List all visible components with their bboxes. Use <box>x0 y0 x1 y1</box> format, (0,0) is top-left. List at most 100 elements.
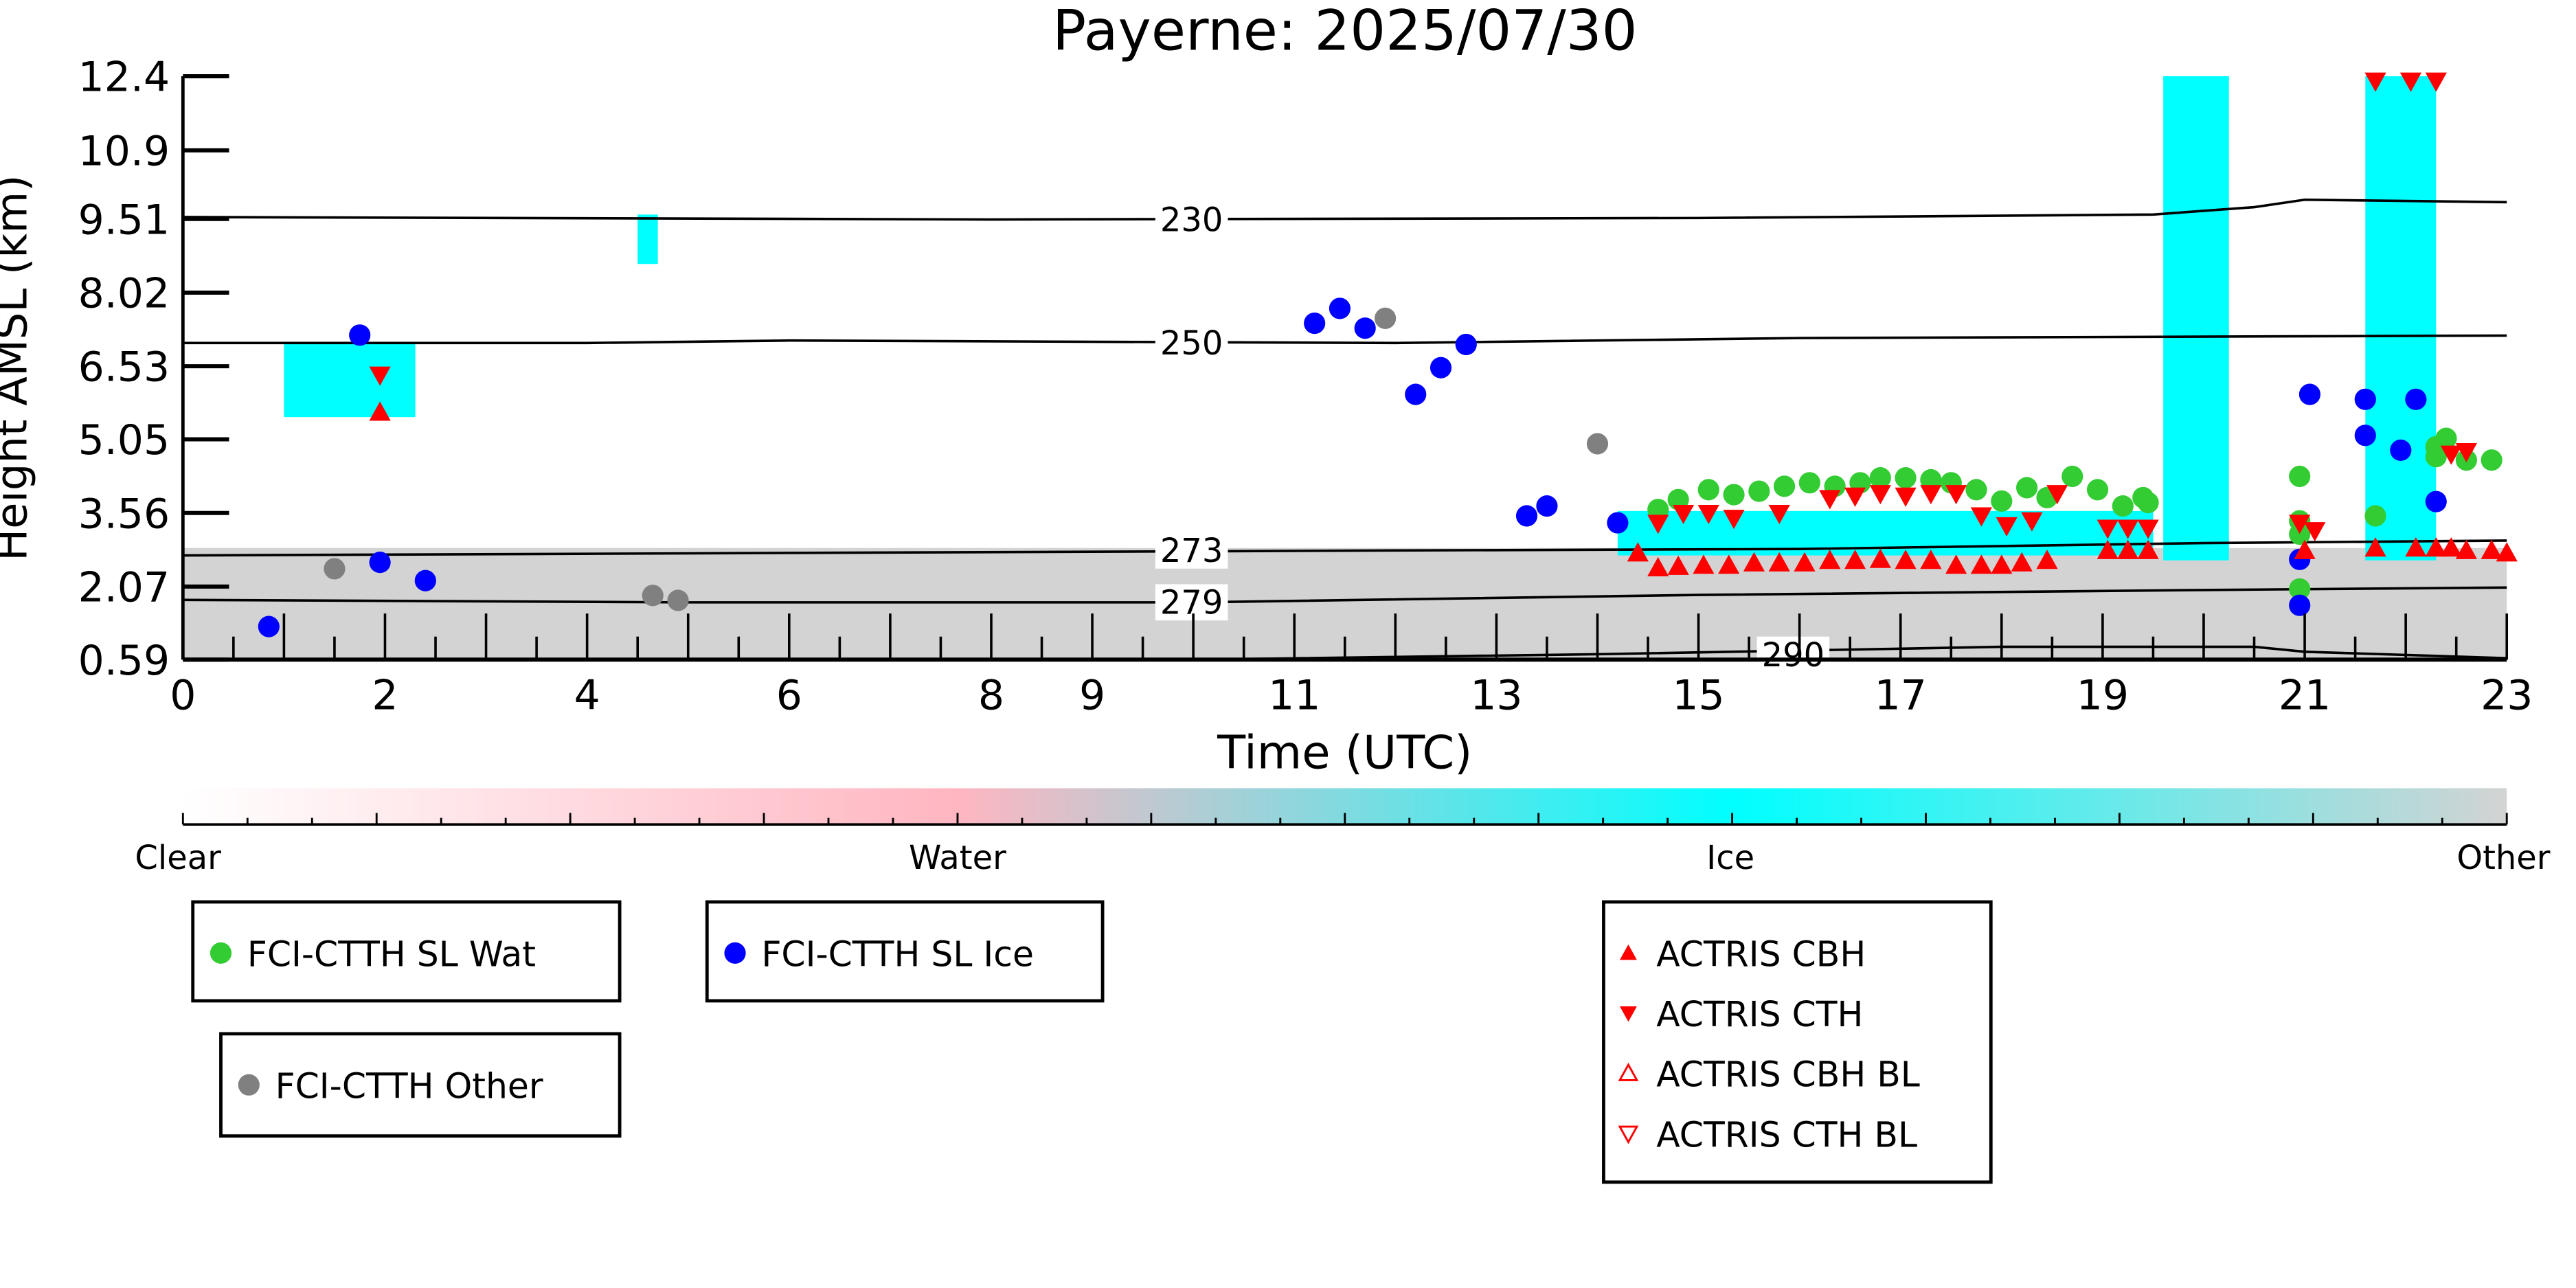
legend-frame <box>219 1032 622 1138</box>
data-point <box>1945 554 1967 574</box>
contour-label-230: 230 <box>1160 201 1223 239</box>
legend-marker-icon <box>238 1074 260 1096</box>
data-point <box>1768 504 1790 525</box>
data-point <box>1844 487 1866 507</box>
data-point <box>2440 537 2462 557</box>
data-point <box>1970 507 1992 527</box>
data-point <box>369 401 391 421</box>
data-point <box>1354 317 1376 339</box>
data-point <box>2298 383 2321 405</box>
y-tick-label: 0.59 <box>78 637 170 685</box>
data-point <box>1945 485 1967 505</box>
x-tick-label: 2 <box>372 671 398 719</box>
data-point <box>1723 510 1745 530</box>
data-point <box>1607 512 1629 534</box>
data-point <box>1693 554 1715 574</box>
data-point <box>2354 425 2376 447</box>
x-tick-label: 13 <box>1470 671 1522 719</box>
plot-area: 2302502732792900.592.073.565.056.538.029… <box>78 54 2533 720</box>
data-point <box>1329 297 1351 319</box>
contour-line-279 <box>183 586 2507 604</box>
data-point <box>2364 537 2386 557</box>
data-point <box>2137 492 2159 514</box>
x-axis-label: Time (UTC) <box>1217 726 1472 780</box>
data-point <box>1536 495 1558 517</box>
data-point <box>1794 552 1816 572</box>
data-point <box>1515 505 1538 527</box>
data-point <box>324 558 346 580</box>
y-tick-label: 2.07 <box>78 563 170 611</box>
data-point <box>1405 383 1427 405</box>
data-point <box>1647 515 1669 534</box>
data-point <box>1991 554 2013 574</box>
legend-marker-icon <box>724 942 746 964</box>
data-point <box>2097 539 2119 559</box>
x-tick-label: 23 <box>2481 671 2533 719</box>
y-tick-label: 3.56 <box>78 490 170 538</box>
data-point <box>667 589 689 611</box>
region-ice <box>2365 76 2437 561</box>
data-point <box>1723 484 1745 506</box>
data-point <box>1798 472 1820 494</box>
series-actris-cth <box>369 72 2477 542</box>
contour-label-bg <box>1155 324 1228 361</box>
data-point <box>1869 467 1891 489</box>
data-point <box>2405 388 2427 410</box>
data-point <box>2117 539 2139 559</box>
data-point <box>1869 548 1891 568</box>
colorbar-label-other: Other <box>2456 839 2550 877</box>
x-tick-label: 9 <box>1079 671 1105 719</box>
contour-line-273 <box>183 539 2507 557</box>
data-point <box>2137 519 2159 539</box>
legend-label: ACTRIS CTH <box>1656 994 1863 1035</box>
data-point <box>2011 552 2033 572</box>
data-point <box>1844 550 1866 569</box>
data-point <box>2086 479 2109 501</box>
data-point <box>2364 72 2386 92</box>
data-point <box>2425 537 2447 557</box>
data-point <box>2390 439 2412 461</box>
x-tick-label: 15 <box>1672 671 1724 719</box>
data-point <box>2061 465 2083 488</box>
data-point <box>1996 517 2018 536</box>
data-point <box>2112 495 2134 517</box>
data-point <box>1819 550 1841 569</box>
legend-label: ACTRIS CTH BL <box>1656 1114 1917 1155</box>
data-point <box>2481 539 2502 559</box>
region-ice <box>284 343 416 418</box>
y-axis-label: Height AMSL (km) <box>0 175 36 561</box>
data-point <box>1965 479 1987 501</box>
data-point <box>1895 487 1917 507</box>
data-point <box>1895 550 1917 569</box>
legend-box: FCI-CTTH SL Ice <box>705 900 1105 1003</box>
contour-line-230 <box>183 198 2507 221</box>
contour-label-bg <box>1756 636 1830 673</box>
data-point <box>2289 515 2311 534</box>
series-actris-cbh <box>369 401 2518 577</box>
data-point <box>1667 555 1689 575</box>
contour-label-290: 290 <box>1762 636 1825 675</box>
data-point <box>2435 427 2457 449</box>
data-point <box>1970 554 1992 574</box>
data-point <box>1895 467 1917 489</box>
data-point <box>1586 433 1609 455</box>
colorbar-label-ice: Ice <box>1706 839 1754 877</box>
contour-label-250: 250 <box>1160 324 1223 363</box>
contour-line-290 <box>1193 645 2507 662</box>
data-point <box>1920 550 1942 569</box>
data-point <box>258 615 280 637</box>
region-ice <box>637 214 658 264</box>
data-point <box>2405 537 2427 557</box>
x-tick-label: 17 <box>1875 671 1927 719</box>
data-point <box>1991 490 2013 512</box>
contour-label-279: 279 <box>1160 584 1223 622</box>
data-point <box>2289 523 2311 545</box>
data-point <box>2097 519 2119 539</box>
x-tick-label: 21 <box>2279 671 2331 719</box>
y-tick-label: 6.53 <box>78 343 170 392</box>
data-point <box>2289 578 2311 600</box>
data-point <box>1743 552 1765 572</box>
legend-label: FCI-CTTH SL Ice <box>761 934 1034 975</box>
legend-label: FCI-CTTH Other <box>275 1065 543 1106</box>
